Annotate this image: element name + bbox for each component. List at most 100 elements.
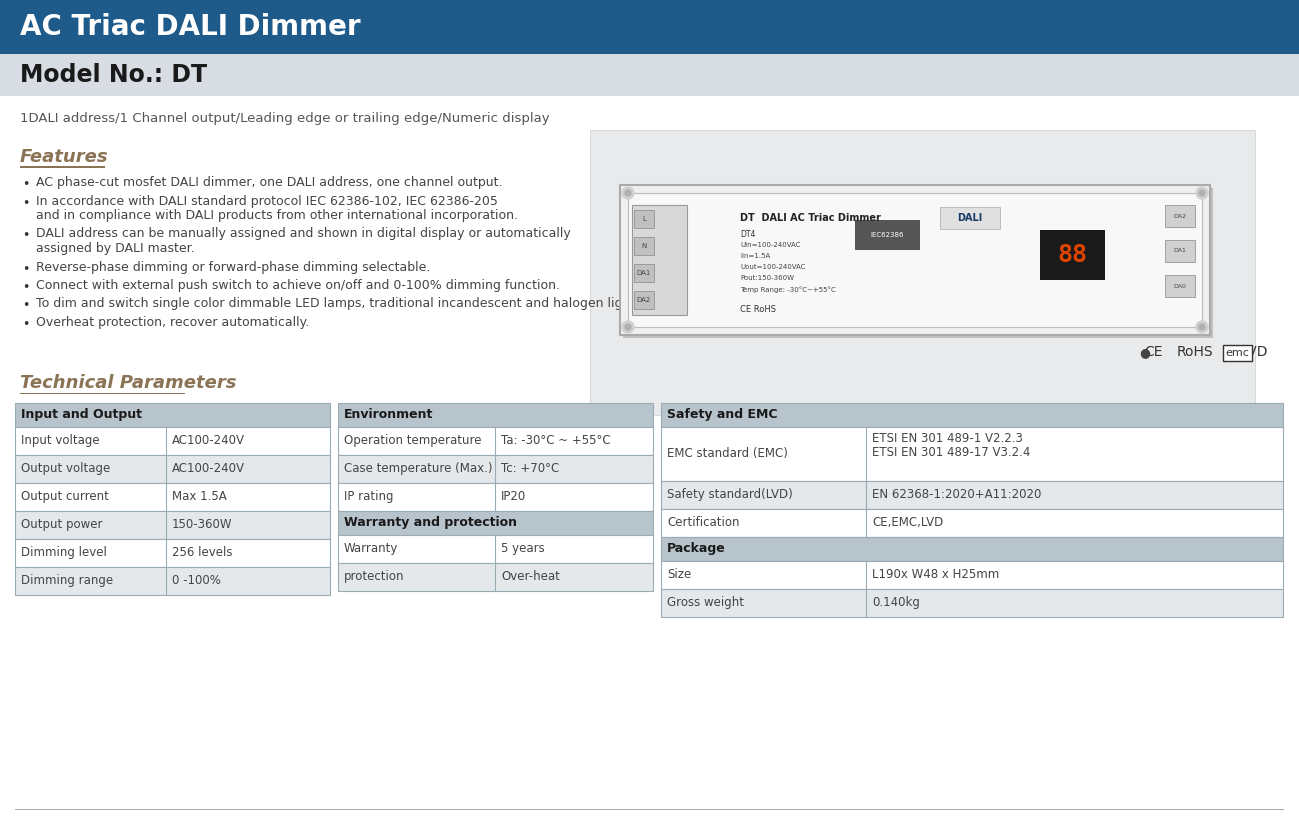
Text: Iin=1.5A: Iin=1.5A [740,253,770,259]
Bar [338,455,653,482]
Text: Dimming level: Dimming level [21,546,107,559]
Bar [19,393,184,394]
Text: DA1: DA1 [637,270,651,276]
Bar [633,205,687,315]
Text: Warranty: Warranty [344,542,399,555]
Text: ETSI EN 301 489-1 V2.2.3: ETSI EN 301 489-1 V2.2.3 [872,432,1022,444]
Circle shape [625,324,631,330]
Text: Size: Size [666,568,691,581]
Text: In accordance with DALI standard protocol IEC 62386-102, IEC 62386-205: In accordance with DALI standard protoco… [36,194,498,208]
Text: AC100-240V: AC100-240V [171,462,246,475]
Bar [661,589,1283,616]
Text: Output power: Output power [21,518,103,531]
Bar [661,509,1283,537]
Bar [855,220,920,250]
Text: N: N [642,243,647,249]
Text: •: • [22,197,30,209]
Bar [1165,205,1195,227]
Text: •: • [22,281,30,294]
Text: AC Triac DALI Dimmer: AC Triac DALI Dimmer [19,13,361,41]
Text: ●: ● [1139,346,1150,359]
Bar [19,166,105,168]
Bar [16,455,330,482]
Bar [16,566,330,595]
Text: Tc: +70°C: Tc: +70°C [501,462,560,475]
Bar [661,480,1283,509]
Bar [634,210,653,228]
Bar [661,403,1283,427]
Text: assigned by DALI master.: assigned by DALI master. [36,242,195,255]
Text: Features: Features [19,148,109,166]
Text: •: • [22,230,30,242]
Text: DA2: DA2 [1173,213,1186,218]
Bar [16,482,330,510]
Text: Input voltage: Input voltage [21,434,100,447]
Bar [1040,230,1105,280]
Text: Operation temperature: Operation temperature [344,434,482,447]
Bar [16,427,330,455]
Text: DT4: DT4 [740,230,756,239]
Bar [16,809,1283,810]
Text: DALI: DALI [957,213,982,223]
Text: Over-heat: Over-heat [501,570,560,583]
Text: DA2: DA2 [637,297,651,303]
Bar [624,188,1213,338]
Text: LVD: LVD [1242,345,1268,358]
Text: CE,EMC,LVD: CE,EMC,LVD [872,516,943,529]
Bar [620,185,1209,335]
Bar [634,291,653,309]
Text: Model No.: DT: Model No.: DT [19,63,207,87]
Text: Pout:150-360W: Pout:150-360W [740,275,794,281]
Text: 256 levels: 256 levels [171,546,233,559]
Text: Uout=100-240VAC: Uout=100-240VAC [740,264,805,270]
Text: ETSI EN 301 489-17 V3.2.4: ETSI EN 301 489-17 V3.2.4 [872,447,1030,460]
Bar [338,510,653,534]
Text: Ta: -30°C ~ +55°C: Ta: -30°C ~ +55°C [501,434,611,447]
Circle shape [625,190,631,196]
Text: Safety standard(LVD): Safety standard(LVD) [666,488,792,501]
Text: 5 years: 5 years [501,542,544,555]
Text: Certification: Certification [666,516,739,529]
Circle shape [622,321,634,333]
Text: DA0: DA0 [1173,284,1186,289]
Text: Max 1.5A: Max 1.5A [171,490,227,503]
Text: Overheat protection, recover automatically.: Overheat protection, recover automatical… [36,316,309,329]
Text: Environment: Environment [344,408,434,421]
Bar [940,207,1000,229]
Text: RoHS: RoHS [1177,346,1213,360]
Text: 1DALI address/1 Channel output/Leading edge or trailing edge/Numeric display: 1DALI address/1 Channel output/Leading e… [19,112,549,125]
Circle shape [622,187,634,199]
Bar [661,561,1283,589]
Text: EN 62368-1:2020+A11:2020: EN 62368-1:2020+A11:2020 [872,488,1042,501]
Bar [0,54,1299,96]
Text: Gross weight: Gross weight [666,596,744,609]
Text: 0 -100%: 0 -100% [171,574,221,587]
Circle shape [1199,190,1205,196]
Text: L190x W48 x H25mm: L190x W48 x H25mm [872,568,999,581]
Text: Dimming range: Dimming range [21,574,113,587]
Text: To dim and switch single color dimmable LED lamps, traditional incandescent and : To dim and switch single color dimmable … [36,298,646,310]
Text: CE: CE [1144,346,1163,360]
Bar [338,562,653,590]
Bar [590,130,1255,415]
Text: 150-360W: 150-360W [171,518,233,531]
Bar [627,193,1202,327]
Circle shape [1196,187,1208,199]
Text: L: L [642,216,646,222]
Circle shape [1196,321,1208,333]
Text: Warranty and protection: Warranty and protection [344,516,517,529]
Bar [338,534,653,562]
Text: DALI address can be manually assigned and shown in digital display or automatica: DALI address can be manually assigned an… [36,227,570,241]
Bar [338,427,653,455]
Text: Output current: Output current [21,490,109,503]
Text: Uin=100-240VAC: Uin=100-240VAC [740,242,800,248]
Text: Package: Package [666,542,726,555]
Text: 0.140kg: 0.140kg [872,596,920,609]
Text: Temp Range: -30°C~+55°C: Temp Range: -30°C~+55°C [740,286,835,293]
Bar [634,237,653,255]
Bar [16,403,330,427]
Text: IP20: IP20 [501,490,526,503]
Text: Reverse-phase dimming or forward-phase dimming selectable.: Reverse-phase dimming or forward-phase d… [36,261,430,274]
Text: Connect with external push switch to achieve on/off and 0-100% dimming function.: Connect with external push switch to ach… [36,279,560,292]
Bar [661,427,1283,480]
